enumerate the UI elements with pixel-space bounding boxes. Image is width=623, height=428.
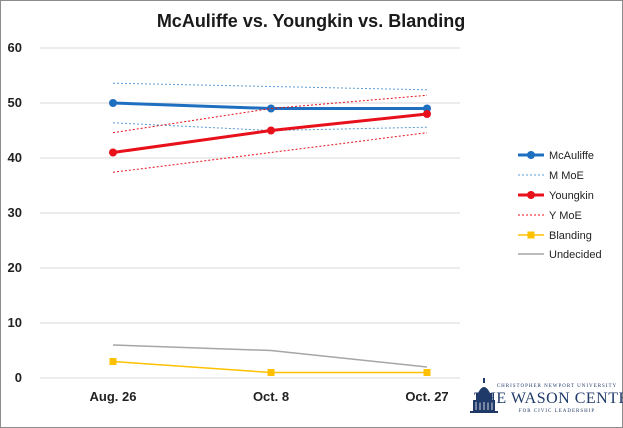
x-tick-label: Oct. 8	[253, 389, 289, 404]
y-tick-label: 50	[8, 95, 22, 110]
x-axis-ticks: Aug. 26 Oct. 8 Oct. 27	[90, 389, 449, 404]
youngkin-point	[423, 110, 431, 118]
y-moe-upper-line	[112, 94, 428, 134]
y-tick-label: 40	[8, 150, 22, 165]
wason-center-logo: CHRISTOPHER NEWPORT UNIVERSITY THE WASON…	[470, 378, 623, 414]
m-moe-upper-line	[112, 82, 428, 91]
mcauliffe-point	[267, 104, 275, 113]
logo-name-text: THE WASON CENTER	[474, 390, 623, 407]
y-tick-label: 10	[8, 315, 22, 330]
youngkin-point	[267, 126, 275, 135]
blanding-point	[109, 358, 117, 365]
y-axis-ticks: 0 10 20 30 40 50 60	[8, 40, 22, 385]
y-tick-label: 60	[8, 40, 22, 55]
gridlines	[40, 47, 460, 379]
y-moe-lower-line	[112, 132, 428, 173]
x-tick-label: Oct. 27	[405, 389, 448, 404]
series-layer	[109, 82, 431, 376]
legend-marker-youngkin	[527, 191, 535, 199]
m-moe-lower-line	[112, 122, 428, 132]
legend-label-blanding: Blanding	[549, 230, 592, 242]
logo-university-text: CHRISTOPHER NEWPORT UNIVERSITY	[497, 384, 617, 389]
blanding-point	[267, 369, 275, 376]
legend: McAuliffe M MoE Youngkin Y MoE Blanding Undec…	[518, 150, 602, 261]
legend-label-undecided: Undecided	[549, 249, 602, 261]
legend-label-youngkin: Youngkin	[549, 190, 594, 202]
y-tick-label: 20	[8, 260, 22, 275]
undecided-line	[112, 344, 428, 368]
logo-tagline-text: FOR CIVIC LEADERSHIP	[519, 409, 595, 414]
chart-title: McAuliffe vs. Youngkin vs. Blanding	[157, 11, 465, 31]
legend-label-m-moe: M MoE	[549, 170, 584, 182]
blanding-point	[423, 369, 431, 376]
legend-label-mcauliffe: McAuliffe	[549, 150, 594, 162]
x-tick-label: Aug. 26	[90, 389, 137, 404]
legend-label-y-moe: Y MoE	[549, 210, 582, 222]
legend-marker-mcauliffe	[527, 151, 535, 159]
legend-marker-blanding	[527, 231, 535, 239]
youngkin-point	[109, 148, 117, 157]
mcauliffe-point	[423, 104, 431, 113]
mcauliffe-point	[109, 99, 117, 107]
capitol-dome-icon	[470, 378, 498, 413]
y-tick-label: 0	[15, 370, 22, 385]
y-tick-label: 30	[8, 205, 22, 220]
